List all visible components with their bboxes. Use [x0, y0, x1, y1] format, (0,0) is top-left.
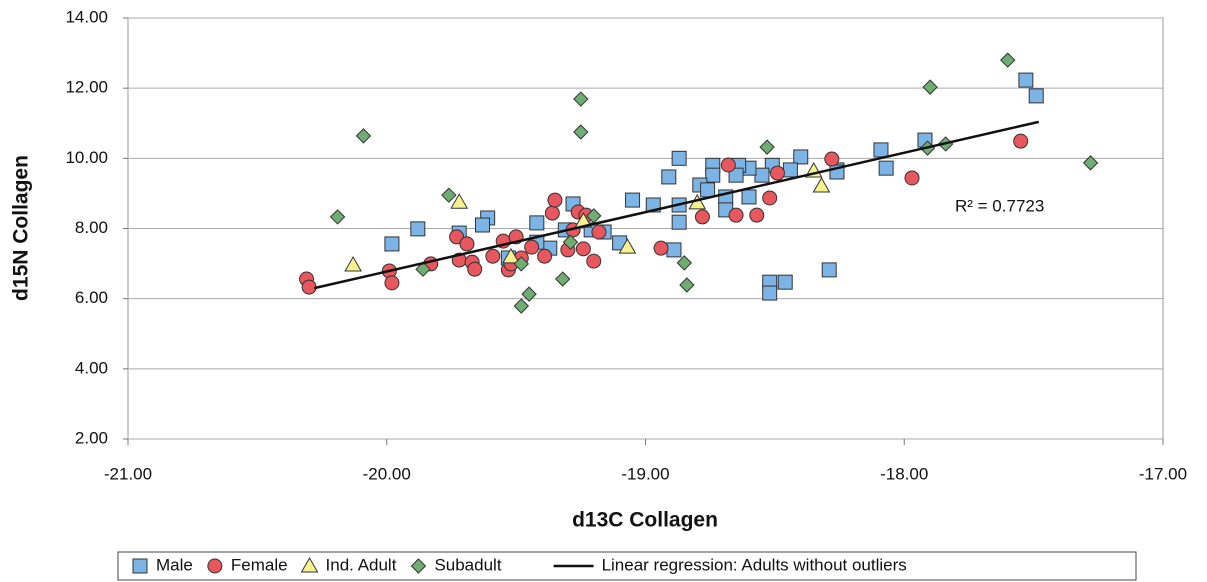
- x-tick-label: -18.00: [880, 464, 928, 483]
- point: [384, 236, 400, 252]
- point: [1018, 72, 1034, 88]
- point: [759, 139, 775, 155]
- x-tick-label: -20.00: [363, 464, 411, 483]
- point: [625, 192, 641, 208]
- x-tick-label: -21.00: [104, 464, 152, 483]
- point: [1000, 52, 1016, 68]
- point: [793, 149, 809, 165]
- x-tick-label: -19.00: [621, 464, 669, 483]
- point: [762, 285, 778, 301]
- point: [754, 167, 770, 183]
- point: [679, 277, 695, 293]
- point: [824, 151, 840, 167]
- point: [513, 298, 530, 314]
- point: [459, 236, 475, 252]
- point: [474, 217, 490, 233]
- point: [700, 182, 716, 198]
- point: [544, 205, 560, 221]
- point: [676, 255, 693, 271]
- point: [749, 207, 765, 223]
- point: [575, 241, 591, 257]
- x-tick-label: -17.00: [1139, 464, 1187, 483]
- point: [502, 247, 520, 264]
- point: [728, 207, 744, 223]
- point: [529, 215, 545, 231]
- point: [878, 160, 894, 176]
- point: [344, 255, 362, 272]
- point: [694, 209, 710, 225]
- point: [741, 189, 757, 205]
- point: [720, 157, 736, 173]
- point: [671, 214, 687, 230]
- legend-marker: [132, 558, 148, 574]
- y-tick-label: 2.00: [75, 428, 108, 447]
- legend-label: Ind. Adult: [326, 555, 397, 574]
- regression-line: [314, 120, 1040, 290]
- annotation: R² = 0.7723: [955, 196, 1044, 215]
- point: [301, 279, 317, 295]
- point: [821, 262, 837, 278]
- legend-marker: [207, 558, 223, 574]
- point: [769, 165, 785, 181]
- point: [329, 209, 346, 225]
- point: [653, 240, 669, 256]
- point: [485, 248, 501, 264]
- y-tick-label: 12.00: [65, 78, 108, 97]
- y-tick-label: 10.00: [65, 148, 108, 167]
- point: [661, 169, 677, 185]
- point: [762, 190, 778, 206]
- point: [513, 256, 530, 272]
- point: [873, 142, 889, 158]
- point: [586, 253, 602, 269]
- point: [904, 170, 920, 186]
- x-axis-title: d13C Collagen: [572, 509, 718, 532]
- point: [410, 221, 426, 237]
- point: [467, 261, 483, 277]
- point: [922, 79, 938, 95]
- point: [591, 224, 607, 240]
- y-tick-label: 4.00: [75, 358, 108, 377]
- legend-marker: [300, 556, 319, 573]
- point: [449, 229, 465, 245]
- point: [618, 238, 637, 254]
- legend-box: [117, 551, 1137, 581]
- point: [524, 239, 540, 255]
- point: [450, 193, 469, 209]
- point: [415, 261, 431, 277]
- point: [521, 286, 537, 302]
- point: [705, 167, 721, 183]
- y-tick-label: 8.00: [75, 218, 108, 237]
- point: [728, 167, 744, 183]
- legend-label: Subadult: [434, 555, 501, 574]
- point: [671, 150, 687, 166]
- point: [777, 274, 793, 290]
- point: [537, 248, 553, 264]
- point: [384, 275, 400, 291]
- legend-marker: [410, 558, 427, 574]
- legend-label: Female: [231, 555, 288, 574]
- y-tick-label: 6.00: [75, 288, 108, 307]
- point: [441, 187, 457, 203]
- legend-label: Male: [156, 555, 193, 574]
- point: [666, 242, 682, 258]
- legend-label: Linear regression: Adults without outlie…: [602, 555, 907, 574]
- y-tick-label: 14.00: [65, 7, 108, 26]
- point: [812, 177, 831, 193]
- point: [782, 162, 798, 178]
- point: [562, 234, 579, 250]
- point: [547, 192, 563, 208]
- point: [1013, 133, 1029, 149]
- point: [1082, 155, 1099, 171]
- y-axis-title: d15N Collagen: [10, 155, 33, 301]
- point: [573, 91, 589, 107]
- point: [554, 271, 571, 287]
- point: [1028, 88, 1044, 104]
- point: [573, 124, 589, 140]
- point: [355, 128, 372, 144]
